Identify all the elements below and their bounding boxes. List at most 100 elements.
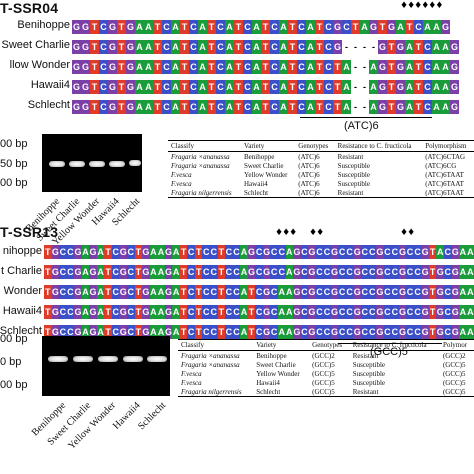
nucleotide: T bbox=[217, 285, 226, 299]
nucleotide: A bbox=[306, 60, 315, 74]
nucleotide: A bbox=[225, 20, 234, 34]
nucleotide: G bbox=[378, 40, 387, 54]
nucleotide: G bbox=[376, 285, 384, 299]
nucleotide: T bbox=[134, 265, 143, 279]
nucleotide: T bbox=[180, 20, 189, 34]
nucleotide: G bbox=[142, 265, 150, 279]
snp-arrows-b: ♦♦ bbox=[309, 228, 324, 238]
genotype-table-b: Classify Variety Genotypes Resistance to… bbox=[178, 339, 474, 397]
nucleotide: G bbox=[396, 80, 405, 94]
nucleotide: T bbox=[153, 40, 162, 54]
nucleotide: A bbox=[396, 20, 405, 34]
nucleotide: A bbox=[277, 305, 286, 319]
motif-underline bbox=[300, 117, 432, 118]
nucleotide: A bbox=[252, 40, 261, 54]
nucleotide: G bbox=[89, 285, 97, 299]
nucleotide: G bbox=[119, 285, 128, 299]
nucleotide: G bbox=[51, 325, 60, 339]
nucleotide: G bbox=[451, 265, 460, 279]
nucleotide: A bbox=[149, 245, 158, 259]
nucleotide: G bbox=[108, 100, 117, 114]
nucleotide: G bbox=[353, 285, 361, 299]
nucleotide: A bbox=[369, 80, 378, 94]
ladder-label: 0 bp bbox=[0, 356, 22, 368]
nucleotide: G bbox=[74, 245, 82, 259]
table-cell: (ATC)6 bbox=[298, 161, 320, 170]
nucleotide: G bbox=[142, 325, 150, 339]
nucleotide: A bbox=[432, 20, 441, 34]
nucleotide: C bbox=[255, 265, 263, 279]
row-label: Hawaii4 bbox=[30, 79, 70, 91]
nucleotide: C bbox=[383, 245, 392, 259]
table-row: F.vesca Hawaii4 (ATC)6 Susceptible (ATC)… bbox=[168, 179, 474, 188]
ladder-label: 00 bp bbox=[0, 138, 28, 150]
nucleotide: G bbox=[119, 305, 128, 319]
snp-arrows-b: ♦♦ bbox=[400, 228, 415, 238]
nucleotide: A bbox=[436, 245, 444, 259]
nucleotide: C bbox=[324, 80, 333, 94]
nucleotide: G bbox=[376, 245, 384, 259]
nucleotide: C bbox=[187, 285, 195, 299]
row-label: Wonder bbox=[3, 285, 42, 297]
nucleotide: G bbox=[81, 60, 90, 74]
nucleotide: T bbox=[261, 40, 270, 54]
nucleotide: T bbox=[378, 20, 387, 34]
gel-band bbox=[98, 356, 118, 362]
nucleotide: C bbox=[187, 325, 195, 339]
nucleotide: A bbox=[279, 100, 288, 114]
nucleotide: G bbox=[164, 325, 173, 339]
table-cell: Benihoppe bbox=[256, 351, 287, 360]
nucleotide: A bbox=[225, 80, 234, 94]
nucleotide: G bbox=[142, 245, 150, 259]
nucleotide: A bbox=[432, 40, 441, 54]
nucleotide: C bbox=[297, 60, 306, 74]
table-row: Fragaria ×ananassa Benihoppe (GCC)2 Resi… bbox=[178, 351, 474, 361]
nucleotide: G bbox=[398, 265, 407, 279]
nucleotide: A bbox=[157, 325, 165, 339]
nucleotide: A bbox=[172, 305, 180, 319]
nucleotide: C bbox=[360, 245, 369, 259]
nucleotide: C bbox=[210, 325, 218, 339]
nucleotide: C bbox=[270, 40, 279, 54]
nucleotide: A bbox=[81, 265, 90, 279]
nucleotide: A bbox=[285, 305, 294, 319]
nucleotide: A bbox=[342, 80, 351, 94]
gel-band bbox=[147, 356, 167, 362]
table-cell: (GCC)5 bbox=[442, 369, 466, 378]
nucleotide: G bbox=[333, 40, 342, 54]
nucleotide: T bbox=[180, 80, 189, 94]
nucleotide: C bbox=[413, 285, 422, 299]
table-header: Polymorphism bbox=[422, 140, 474, 152]
nucleotide: C bbox=[127, 265, 135, 279]
nucleotide: T bbox=[44, 325, 52, 339]
nucleotide: C bbox=[270, 325, 278, 339]
nucleotide: G bbox=[398, 245, 407, 259]
nucleotide: T bbox=[194, 245, 203, 259]
nucleotide: G bbox=[247, 265, 256, 279]
nucleotide: T bbox=[207, 60, 216, 74]
nucleotide: C bbox=[111, 265, 120, 279]
nucleotide: C bbox=[297, 20, 306, 34]
nucleotide: A bbox=[198, 100, 207, 114]
nucleotide: A bbox=[172, 245, 180, 259]
table-cell: (ATC)6TAAT bbox=[422, 188, 474, 198]
nucleotide: T bbox=[194, 285, 203, 299]
nucleotide: G bbox=[378, 80, 387, 94]
nucleotide: C bbox=[66, 245, 75, 259]
nucleotide: G bbox=[308, 305, 316, 319]
table-cell: (GCC)5 bbox=[439, 387, 474, 397]
nucleotide: T bbox=[104, 245, 112, 259]
nucleotide: G bbox=[108, 80, 117, 94]
nucleotide: T bbox=[217, 305, 226, 319]
ladder-label: 00 bp bbox=[0, 333, 28, 345]
nucleotide: A bbox=[342, 60, 351, 74]
nucleotide: C bbox=[225, 305, 233, 319]
nucleotide: T bbox=[428, 245, 437, 259]
nucleotide: T bbox=[194, 325, 203, 339]
nucleotide: A bbox=[157, 245, 165, 259]
nucleotide: C bbox=[99, 80, 108, 94]
nucleotide: G bbox=[81, 40, 90, 54]
table-header: Resistance to C. fructicola bbox=[334, 140, 423, 152]
table-cell: Resistant bbox=[352, 351, 379, 360]
nucleotide: C bbox=[315, 245, 324, 259]
